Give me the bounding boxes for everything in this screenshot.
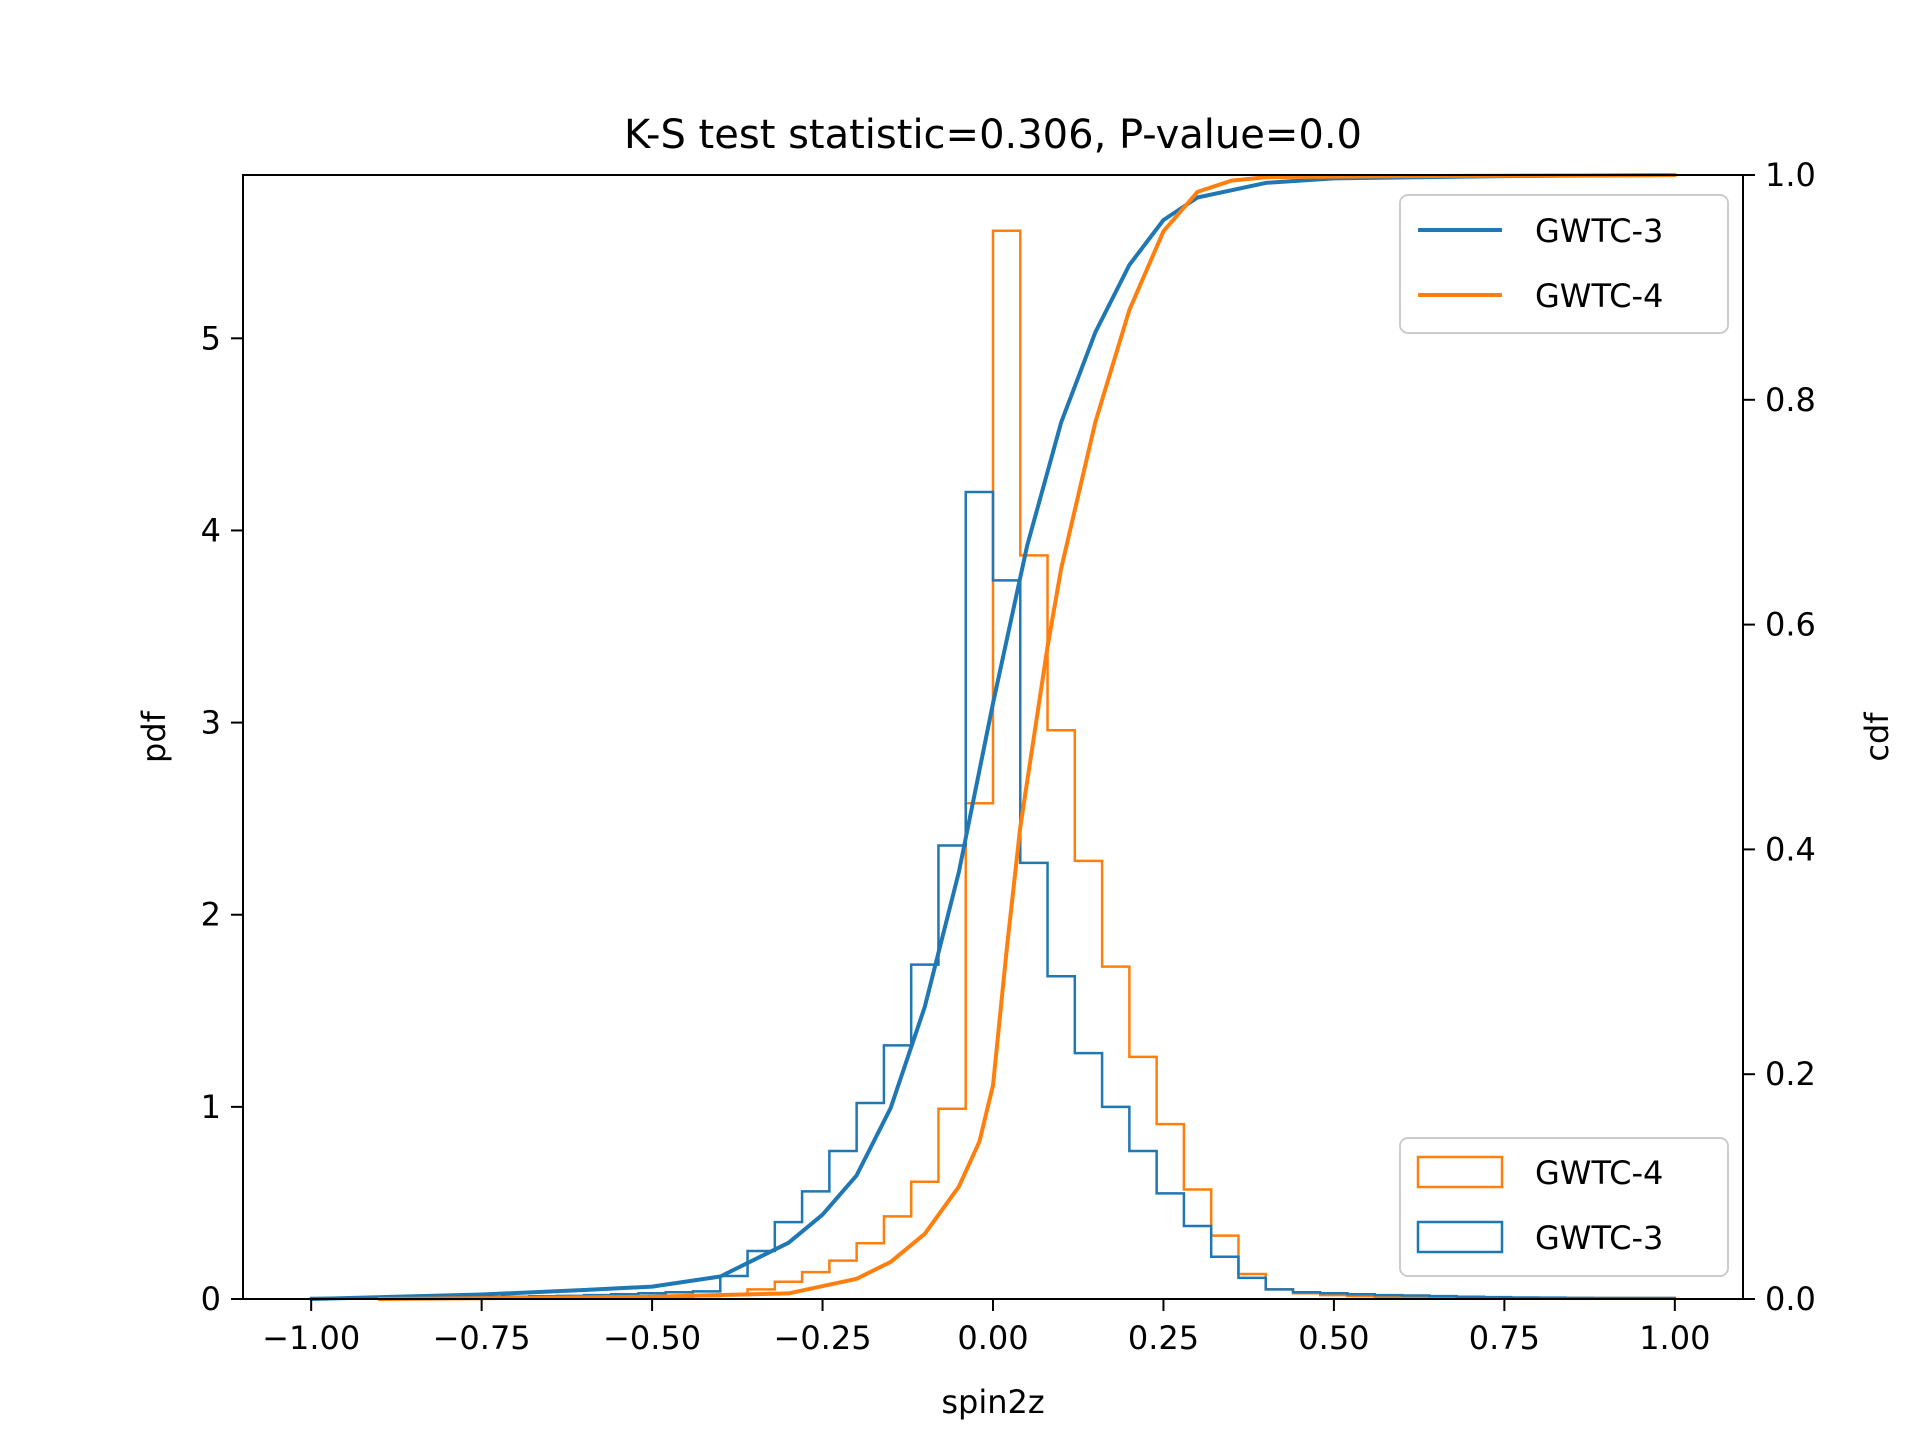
legend-line-label-gwtc-4: GWTC-4 bbox=[1535, 277, 1663, 315]
cdf-line-gwtc-3 bbox=[309, 173, 1677, 1301]
legend-hist-label-gwtc-4: GWTC-4 bbox=[1535, 1154, 1663, 1192]
y-left-tick-label: 1 bbox=[201, 1088, 221, 1126]
x-tick-label: 0.75 bbox=[1469, 1319, 1540, 1357]
cdf-layer bbox=[309, 173, 1677, 1301]
y-right-tick-label: 0.6 bbox=[1765, 606, 1816, 644]
y-left-tick-label: 0 bbox=[201, 1280, 221, 1318]
y-right-tick-label: 0.8 bbox=[1765, 381, 1816, 419]
y-left-tick-label: 4 bbox=[201, 511, 221, 549]
x-tick-label: −0.75 bbox=[433, 1319, 531, 1357]
y-left-tick-label: 5 bbox=[201, 319, 221, 357]
x-tick-label: 0.00 bbox=[957, 1319, 1028, 1357]
chart-title: K-S test statistic=0.306, P-value=0.0 bbox=[624, 112, 1362, 158]
y-right-tick-label: 0.2 bbox=[1765, 1055, 1816, 1093]
y-right-tick-label: 0.4 bbox=[1765, 830, 1816, 868]
legend-hist: GWTC-4 GWTC-3 bbox=[1399, 1137, 1729, 1277]
x-tick-label: −0.25 bbox=[774, 1319, 872, 1357]
y-left-axis-title: pdf bbox=[135, 710, 173, 763]
x-tick-label: 0.50 bbox=[1298, 1319, 1369, 1357]
x-axis-title: spin2z bbox=[941, 1383, 1044, 1421]
x-tick-label: 0.25 bbox=[1128, 1319, 1199, 1357]
axes-layer: −1.00 −0.75 −0.50 −0.25 0.00 0.25 0.50 0.75 1.00… bbox=[201, 156, 1816, 1357]
legend-hist-frame bbox=[1399, 1137, 1729, 1277]
cdf-line-gwtc-4 bbox=[377, 173, 1677, 1301]
y-right-axis-title: cdf bbox=[1858, 712, 1896, 762]
y-left-tick-label: 3 bbox=[201, 704, 221, 742]
x-tick-label: −0.50 bbox=[603, 1319, 701, 1357]
legend-line-label-gwtc-3: GWTC-3 bbox=[1535, 212, 1663, 250]
legend-hist-swatch-gwtc-4 bbox=[1416, 1155, 1504, 1189]
legend-hist-label-gwtc-3: GWTC-3 bbox=[1535, 1219, 1663, 1257]
legend-hist-swatch-gwtc-3 bbox=[1416, 1220, 1504, 1254]
legend-lines: GWTC-3 GWTC-4 bbox=[1399, 194, 1729, 334]
y-right-tick-label: 1.0 bbox=[1765, 156, 1816, 194]
x-tick-label: 1.00 bbox=[1639, 1319, 1710, 1357]
x-tick-label: −1.00 bbox=[262, 1319, 360, 1357]
y-right-tick-label: 0.0 bbox=[1765, 1280, 1816, 1318]
y-left-tick-label: 2 bbox=[201, 896, 221, 934]
